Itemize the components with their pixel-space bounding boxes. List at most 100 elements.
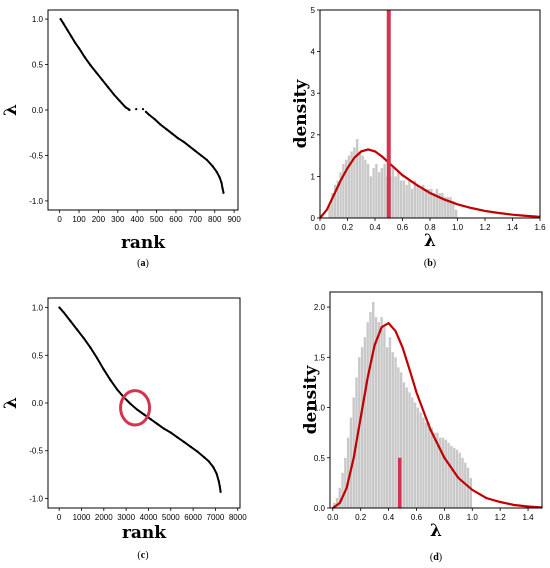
histogram-bar: [438, 437, 442, 508]
histogram-bar: [341, 472, 344, 508]
panel-caption: (b): [424, 258, 436, 269]
histogram-bar: [419, 412, 422, 508]
y-axis-label: λ: [1, 397, 21, 409]
data-point: [77, 47, 81, 50]
data-point: [147, 113, 150, 116]
y-axis-label: density: [301, 364, 321, 434]
y-tick-label: -1.0: [29, 494, 43, 503]
histogram-bar: [405, 184, 408, 218]
data-point: [89, 346, 92, 349]
histogram-bar: [435, 188, 439, 218]
histogram-bar: [402, 180, 406, 218]
x-tick-label: 200: [92, 215, 106, 224]
histogram-bar: [408, 180, 411, 218]
histogram-bar: [413, 402, 417, 508]
data-point: [96, 357, 99, 360]
y-tick-label: -0.5: [29, 447, 43, 456]
histogram-bar: [438, 193, 441, 218]
histogram-bar: [333, 184, 337, 218]
x-tick-label: 100: [72, 215, 86, 224]
data-point: [83, 56, 86, 59]
data-point: [182, 140, 185, 143]
x-tick-label: 0.2: [342, 223, 354, 232]
panel-caption: (c): [137, 550, 148, 561]
data-point: [169, 431, 172, 434]
histogram-bar: [449, 197, 452, 218]
histogram-bar: [408, 392, 411, 508]
histogram-bar: [347, 155, 351, 218]
x-tick-label: 1.2: [479, 223, 491, 232]
histogram-bar: [385, 347, 389, 508]
highlight-circle: [119, 389, 152, 427]
y-axis-label: density: [291, 78, 311, 148]
x-tick-label: 600: [169, 215, 183, 224]
histogram-bar: [464, 462, 467, 508]
plot-frame: [329, 291, 543, 509]
data-point: [205, 158, 209, 162]
x-tick-label: 400: [131, 215, 145, 224]
histogram-bar: [421, 184, 425, 218]
histogram-bar: [394, 176, 397, 218]
x-tick-label: 3000: [117, 513, 135, 522]
histogram-bar: [358, 357, 361, 508]
data-point: [218, 176, 221, 179]
histogram-bar: [350, 151, 353, 218]
data-series-3: [144, 110, 225, 194]
data-point: [124, 106, 127, 109]
histogram-bar: [405, 387, 408, 508]
x-tick-label: 500: [150, 215, 164, 224]
histogram-bar: [331, 193, 334, 218]
histogram-bar: [450, 445, 453, 508]
histogram-bar: [383, 163, 386, 218]
data-point: [141, 107, 145, 111]
histogram-bar: [469, 477, 473, 508]
data-point: [129, 402, 132, 406]
histogram-bar: [328, 205, 331, 218]
histogram-bar: [366, 163, 370, 218]
panel-caption-letter: b: [427, 258, 433, 269]
data-point: [58, 306, 61, 309]
histogram-bar: [397, 172, 400, 218]
data-point: [112, 93, 116, 96]
histogram-bar: [364, 159, 367, 218]
x-tick-label: 1.6: [534, 223, 546, 232]
histogram-bar: [374, 317, 378, 508]
data-point: [194, 149, 197, 153]
y-tick-label: 1.5: [314, 353, 326, 362]
y-tick-label: 0.0: [314, 504, 326, 513]
data-point: [217, 480, 220, 483]
histogram-bar: [332, 502, 336, 508]
x-axis-label: rank: [121, 233, 166, 253]
data-point: [102, 368, 105, 371]
panel-caption-letter: c: [141, 550, 146, 561]
data-point: [101, 78, 104, 82]
histogram-bar: [430, 188, 433, 218]
y-tick-label: 0.0: [32, 399, 44, 408]
histogram-bar: [399, 372, 403, 508]
data-point: [221, 187, 224, 190]
x-tick-label: 0.6: [411, 513, 423, 522]
histogram-bar: [411, 397, 414, 508]
histogram-bar: [444, 439, 447, 508]
data-point: [142, 413, 146, 416]
y-tick-label: 0: [311, 214, 316, 223]
histogram-bar: [427, 188, 430, 218]
data-point: [149, 418, 152, 421]
histogram-bar: [447, 442, 450, 508]
data-point: [82, 336, 85, 340]
y-tick-label: 4: [311, 48, 316, 57]
data-point: [153, 117, 156, 121]
data-point: [118, 99, 121, 103]
histogram-bar: [349, 417, 353, 508]
data-point: [70, 35, 73, 38]
histogram-bar: [375, 163, 378, 218]
histogram-bar: [452, 447, 456, 508]
data-point: [218, 485, 222, 489]
data-point: [200, 154, 203, 157]
chart-panel-c: 0 1000 2000 3000 4000 5000 6000 7000 8000 1.0 0.5 0…: [1, 297, 247, 561]
x-tick-label: 1.4: [522, 513, 534, 522]
data-point: [116, 388, 119, 391]
panel-caption-letter: a: [141, 258, 146, 269]
x-tick-label: 0.6: [397, 223, 409, 232]
